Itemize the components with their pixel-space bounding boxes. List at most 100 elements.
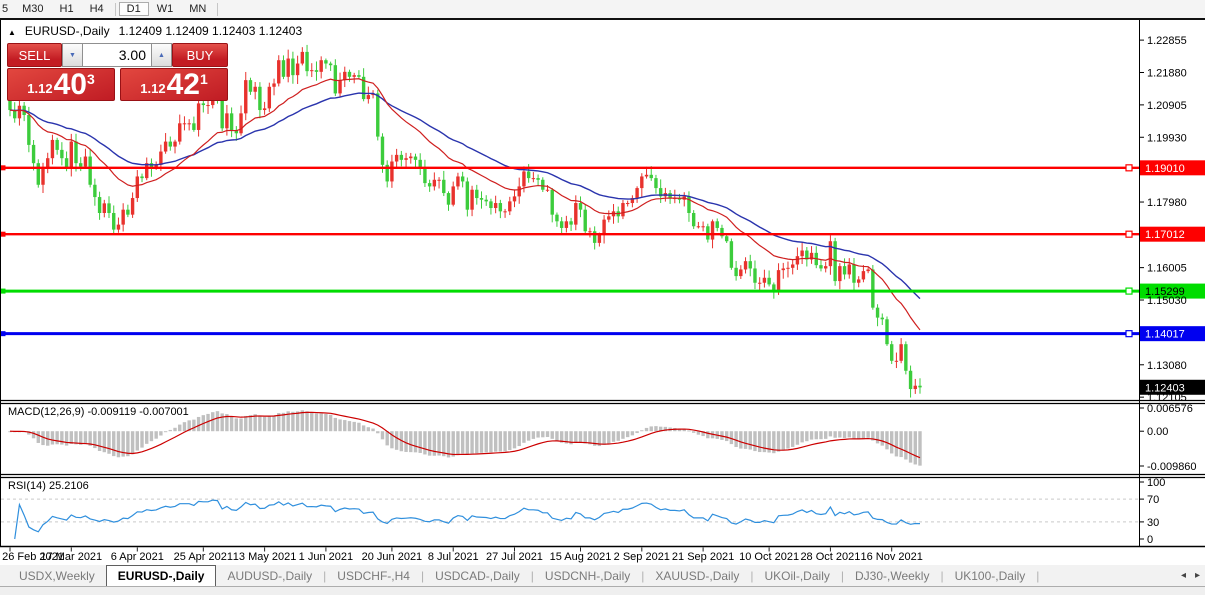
timeframe-button-5[interactable]: 5 xyxy=(2,3,9,15)
sell-price-button[interactable]: 1.12 40 3 xyxy=(7,68,115,101)
svg-text:1.17012: 1.17012 xyxy=(1145,229,1185,241)
tab-separator: | xyxy=(530,568,534,583)
current-price-badge: 1.12403 xyxy=(1140,379,1205,395)
macd-signal-line xyxy=(9,411,921,459)
rsi-indicator-label: RSI(14) 25.2106 xyxy=(8,480,89,492)
chart-tab-usdchf-h4[interactable]: USDCHF-,H4 xyxy=(337,568,410,583)
timeframe-button-w1[interactable]: W1 xyxy=(156,3,174,15)
svg-text:6 Apr 2021: 6 Apr 2021 xyxy=(111,551,164,563)
svg-text:1.17980: 1.17980 xyxy=(1147,197,1187,209)
tab-separator: | xyxy=(940,568,944,583)
trade-panel-price-row: 1.12 40 3 1.12 42 1 xyxy=(7,68,228,101)
svg-text:1.12105: 1.12105 xyxy=(1147,392,1187,404)
svg-text:13 May 2021: 13 May 2021 xyxy=(233,551,297,563)
chart-tab-xauusd-daily[interactable]: XAUUSD-,Daily xyxy=(655,568,740,583)
tab-separator: | xyxy=(641,568,645,583)
svg-text:1.15030: 1.15030 xyxy=(1147,295,1187,307)
price-axis: 1.22855 1.21880 1.20905 1.19930 1.17980 1.160… xyxy=(1140,35,1187,404)
svg-text:0: 0 xyxy=(1147,534,1153,546)
rsi-level-lines xyxy=(1,498,1139,523)
trade-panel-top-row: SELL ▼ ▲ BUY xyxy=(7,43,228,67)
buy-price-big: 42 xyxy=(166,68,200,101)
macd-indicator-label: MACD(12,26,9) -0.009119 -0.007001 xyxy=(8,406,189,418)
sell-price-prefix: 1.12 xyxy=(27,81,53,96)
price-badge: 1.17012 xyxy=(1140,226,1205,242)
svg-text:-0.009860: -0.009860 xyxy=(1147,461,1197,473)
toolbar-separator xyxy=(217,2,219,16)
chart-tab-ukoil-daily[interactable]: UKOil-,Daily xyxy=(764,568,830,583)
chart-tab-usdx-weekly[interactable]: USDX,Weekly xyxy=(19,568,95,583)
svg-text:17 Mar 2021: 17 Mar 2021 xyxy=(40,551,102,563)
horizontal-level-line[interactable]: 1.17012 xyxy=(0,226,1205,242)
buy-button[interactable]: BUY xyxy=(172,43,228,67)
chart-tab-bar: USDX,Weekly EURUSD-,Daily AUDUSD-,Daily | US… xyxy=(0,565,1205,586)
svg-text:25 Apr 2021: 25 Apr 2021 xyxy=(174,551,233,563)
buy-price-sup: 1 xyxy=(199,71,208,87)
svg-text:1.12403: 1.12403 xyxy=(1145,382,1185,394)
chart-tab-uk100-daily[interactable]: UK100-,Daily xyxy=(954,568,1026,583)
tab-scroll-right-icon[interactable]: ▸ xyxy=(1194,570,1200,581)
timeframe-button-d1[interactable]: D1 xyxy=(118,2,149,16)
svg-text:20 Jun 2021: 20 Jun 2021 xyxy=(362,551,423,563)
svg-text:70: 70 xyxy=(1147,494,1159,506)
tab-separator: | xyxy=(1036,568,1040,583)
rsi-line xyxy=(14,499,921,540)
svg-text:1.22855: 1.22855 xyxy=(1147,35,1187,47)
timeframe-button-m30[interactable]: M30 xyxy=(22,3,44,15)
price-badge: 1.14017 xyxy=(1140,326,1205,342)
svg-text:2 Sep 2021: 2 Sep 2021 xyxy=(614,551,670,563)
chart-tab-dj30-weekly[interactable]: DJ30-,Weekly xyxy=(854,568,930,583)
horizontal-level-line[interactable]: 1.19010 xyxy=(0,160,1205,176)
volume-increase-button[interactable]: ▲ xyxy=(151,43,172,67)
trade-panel: SELL ▼ ▲ BUY 1.12 40 3 1.12 42 1 xyxy=(7,43,228,101)
svg-text:100: 100 xyxy=(1147,477,1165,489)
spinner-up-icon: ▲ xyxy=(158,51,165,59)
price-badge: 1.15299 xyxy=(1140,283,1205,299)
svg-text:1 Jun 2021: 1 Jun 2021 xyxy=(299,551,353,563)
buy-price-prefix: 1.12 xyxy=(140,81,166,96)
volume-decrease-button[interactable]: ▼ xyxy=(62,43,83,67)
tab-separator: | xyxy=(323,568,327,583)
sell-price-big: 40 xyxy=(53,68,87,101)
symbol-period-label: EURUSD-,Daily xyxy=(24,24,110,38)
svg-text:8 Jul 2021: 8 Jul 2021 xyxy=(428,551,479,563)
tab-separator: | xyxy=(840,568,844,583)
svg-text:15 Aug 2021: 15 Aug 2021 xyxy=(550,551,612,563)
svg-text:1.15299: 1.15299 xyxy=(1145,286,1185,298)
svg-text:1.21880: 1.21880 xyxy=(1147,67,1187,79)
moving-averages xyxy=(9,78,921,331)
tab-scroll-arrows: ◂ ▸ xyxy=(1181,565,1200,586)
chart-tab-usdcad-daily[interactable]: USDCAD-,Daily xyxy=(435,568,520,583)
timeframe-button-mn[interactable]: MN xyxy=(189,3,207,15)
svg-text:0.006576: 0.006576 xyxy=(1147,403,1193,415)
timeframe-button-h1[interactable]: H1 xyxy=(59,3,74,15)
buy-price-button[interactable]: 1.12 42 1 xyxy=(120,68,228,101)
svg-text:1.16005: 1.16005 xyxy=(1147,263,1187,275)
chart-title: ▲ EURUSD-,Daily 1.12409 1.12409 1.12403 … xyxy=(8,24,302,38)
sell-button[interactable]: SELL xyxy=(7,43,62,67)
chart-tab-usdcnh-daily[interactable]: USDCNH-,Daily xyxy=(544,568,631,583)
timeframe-button-h4[interactable]: H4 xyxy=(89,3,104,15)
horizontal-level-line[interactable]: 1.15299 xyxy=(0,283,1205,299)
volume-input[interactable] xyxy=(83,43,151,67)
ohlc-quote-label: 1.12409 1.12409 1.12403 1.12403 xyxy=(118,24,303,38)
svg-text:26 Feb 2021: 26 Feb 2021 xyxy=(2,551,64,563)
chart-tab-audusd-daily[interactable]: AUDUSD-,Daily xyxy=(227,568,313,583)
svg-text:28 Oct 2021: 28 Oct 2021 xyxy=(800,551,860,563)
chart-expand-icon[interactable]: ▲ xyxy=(8,28,16,37)
svg-text:1.14017: 1.14017 xyxy=(1145,329,1185,341)
svg-text:10 Oct 2021: 10 Oct 2021 xyxy=(739,551,799,563)
tab-scroll-left-icon[interactable]: ◂ xyxy=(1180,570,1186,581)
svg-text:1.20905: 1.20905 xyxy=(1147,100,1187,112)
svg-text:1.19010: 1.19010 xyxy=(1145,163,1185,175)
svg-text:1.19930: 1.19930 xyxy=(1147,132,1187,144)
price-badge: 1.19010 xyxy=(1140,160,1205,176)
horizontal-level-line[interactable]: 1.14017 xyxy=(0,326,1205,342)
svg-text:27 Jul 2021: 27 Jul 2021 xyxy=(486,551,543,563)
chart-tab-eurusd-daily[interactable]: EURUSD-,Daily xyxy=(105,565,217,586)
bottom-strip xyxy=(0,586,1205,595)
svg-text:1.13080: 1.13080 xyxy=(1147,360,1187,372)
svg-text:0.00: 0.00 xyxy=(1147,426,1168,438)
macd-histogram xyxy=(8,410,922,466)
